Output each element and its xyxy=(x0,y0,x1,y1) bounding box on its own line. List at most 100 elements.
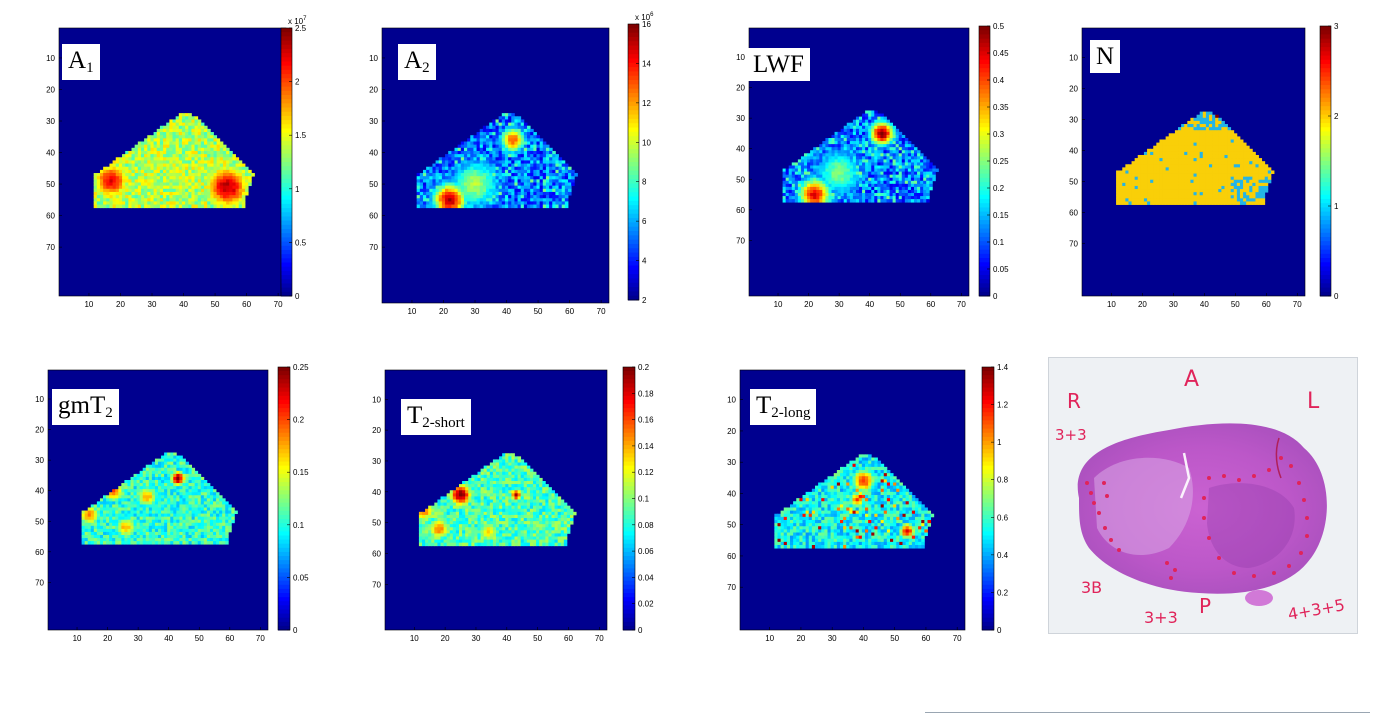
y-tick-label: 10 xyxy=(369,54,378,63)
colorbar-tick-label: 0 xyxy=(1334,292,1339,301)
y-tick-label: 70 xyxy=(46,243,55,252)
colorbar-tick-label: 1 xyxy=(997,438,1002,447)
y-tick-label: 60 xyxy=(369,212,378,221)
colorbar-tick-label: 0 xyxy=(638,626,643,635)
panel-lwf: 10 20 30 40 50 60 70 10 20 30 40 50 60 70 0.5 0.45 0.4 0.… xyxy=(727,22,1027,317)
x-tick-label: 50 xyxy=(890,634,899,643)
x-tick-label: 20 xyxy=(441,634,450,643)
colorbar xyxy=(1320,26,1331,297)
colorbar-tick-label: 0.2 xyxy=(997,588,1009,597)
colorbar xyxy=(278,367,290,631)
label-a2: A2 xyxy=(398,44,436,80)
annotation-3p3-top: 3+3 xyxy=(1055,426,1087,444)
map-pixels xyxy=(93,113,255,209)
colorbar-tick-label: 12 xyxy=(642,99,651,108)
y-tick-label: 30 xyxy=(727,458,736,467)
colorbar-tick-label: 0.2 xyxy=(293,416,305,425)
y-tick-label: 40 xyxy=(736,145,745,154)
y-tick-label: 60 xyxy=(372,549,381,558)
colorbar-tick-label: 2 xyxy=(295,78,300,87)
y-tick-label: 70 xyxy=(727,583,736,592)
y-tick-label: 10 xyxy=(1069,53,1078,62)
annotation-3p3-bottom: 3+3 xyxy=(1144,608,1178,627)
colorbar-tick-label: 1.5 xyxy=(295,131,307,140)
x-tick-label: 70 xyxy=(274,300,283,309)
x-tick-label: 40 xyxy=(1200,300,1209,309)
colorbar xyxy=(623,367,635,631)
map-a1: 10 20 30 40 50 60 70 10 20 30 40 50 60 70 2.5 2 1.5 1 0.5 0… xyxy=(46,16,307,309)
colorbar-frame xyxy=(981,366,995,631)
colorbar-tick-label: 0.3 xyxy=(993,130,1005,139)
colorbar-frame xyxy=(1319,25,1332,297)
x-tick-label: 70 xyxy=(597,307,606,316)
x-tick-label: 10 xyxy=(1107,300,1116,309)
colorbar-tick-label: 0.4 xyxy=(993,76,1005,85)
colorbar-tick-label: 0.15 xyxy=(993,211,1009,220)
y-tick-label: 40 xyxy=(369,149,378,158)
colorbar-tick-label: 0 xyxy=(295,292,300,301)
x-tick-label: 20 xyxy=(796,634,805,643)
y-tick-label: 70 xyxy=(736,236,745,245)
annotation-r: R xyxy=(1067,389,1081,413)
colorbar-tick-label: 0.5 xyxy=(295,238,307,247)
y-tick-label: 40 xyxy=(727,489,736,498)
y-tick-label: 70 xyxy=(372,580,381,589)
y-tick-label: 10 xyxy=(46,54,55,63)
map-pixels xyxy=(1116,111,1275,205)
x-tick-label: 10 xyxy=(410,634,419,643)
x-tick-label: 10 xyxy=(84,300,93,309)
y-tick-label: 40 xyxy=(35,487,44,496)
x-tick-label: 60 xyxy=(1262,300,1271,309)
panel-n: 10 20 30 40 50 60 70 10 20 30 40 50 60 70 3 2 1 0 N xyxy=(1060,22,1360,317)
y-tick-label: 20 xyxy=(736,84,745,93)
y-tick-label: 10 xyxy=(727,396,736,405)
colorbar-tick-label: 0.5 xyxy=(993,22,1005,31)
y-tick-label: 40 xyxy=(372,488,381,497)
colorbar xyxy=(281,28,292,297)
colorbar-tick-label: 2 xyxy=(642,296,647,305)
colorbar-tick-label: 0.05 xyxy=(293,573,309,582)
x-tick-label: 60 xyxy=(564,634,573,643)
y-tick-label: 20 xyxy=(372,426,381,435)
x-tick-label: 10 xyxy=(765,634,774,643)
y-tick-label: 10 xyxy=(35,395,44,404)
x-tick-label: 20 xyxy=(804,300,813,309)
divider-line xyxy=(925,712,1370,713)
colorbar-tick-label: 0.14 xyxy=(638,442,654,451)
y-tick-label: 30 xyxy=(35,456,44,465)
colorbar-tick-label: 0.15 xyxy=(293,468,309,477)
colorbar-tick-label: 8 xyxy=(642,178,647,187)
x-tick-label: 70 xyxy=(256,634,265,643)
label-n: N xyxy=(1090,40,1121,73)
x-tick-label: 40 xyxy=(164,634,173,643)
x-tick-label: 50 xyxy=(211,300,220,309)
colorbar-tick-label: 1.2 xyxy=(997,401,1009,410)
colorbar-tick-label: 1 xyxy=(1334,202,1339,211)
histology-image: A R L 3+3 3B 3+3 P 4+3+5 xyxy=(1055,367,1346,627)
x-tick-label: 30 xyxy=(148,300,157,309)
colorbar-tick-label: 0.8 xyxy=(997,476,1009,485)
x-tick-label: 30 xyxy=(828,634,837,643)
colorbar-tick-label: 0.16 xyxy=(638,416,654,425)
x-tick-label: 40 xyxy=(859,634,868,643)
annotation-3b: 3B xyxy=(1081,578,1102,597)
colorbar-exponent: x 107 xyxy=(288,16,307,26)
x-tick-label: 70 xyxy=(957,300,966,309)
colorbar-tick-label: 0.06 xyxy=(638,547,654,556)
colorbar-exponent: x 106 xyxy=(635,12,654,22)
colorbar-tick-label: 0.08 xyxy=(638,521,654,530)
y-tick-label: 20 xyxy=(35,426,44,435)
colorbar-tick-label: 0.25 xyxy=(293,363,309,372)
panel-t2short: 10 20 30 40 50 60 70 10 20 30 40 50 60 70 0.2 0.18 0.16 0… xyxy=(365,363,665,655)
x-tick-label: 30 xyxy=(134,634,143,643)
x-tick-label: 60 xyxy=(225,634,234,643)
y-tick-label: 50 xyxy=(736,175,745,184)
x-tick-label: 20 xyxy=(1138,300,1147,309)
colorbar-tick-label: 0.4 xyxy=(997,551,1009,560)
y-tick-label: 20 xyxy=(46,85,55,94)
x-tick-label: 50 xyxy=(534,307,543,316)
x-tick-label: 60 xyxy=(921,634,930,643)
label-gmt2: gmT2 xyxy=(52,389,119,425)
label-a1: A1 xyxy=(62,44,100,80)
x-tick-label: 70 xyxy=(1293,300,1302,309)
